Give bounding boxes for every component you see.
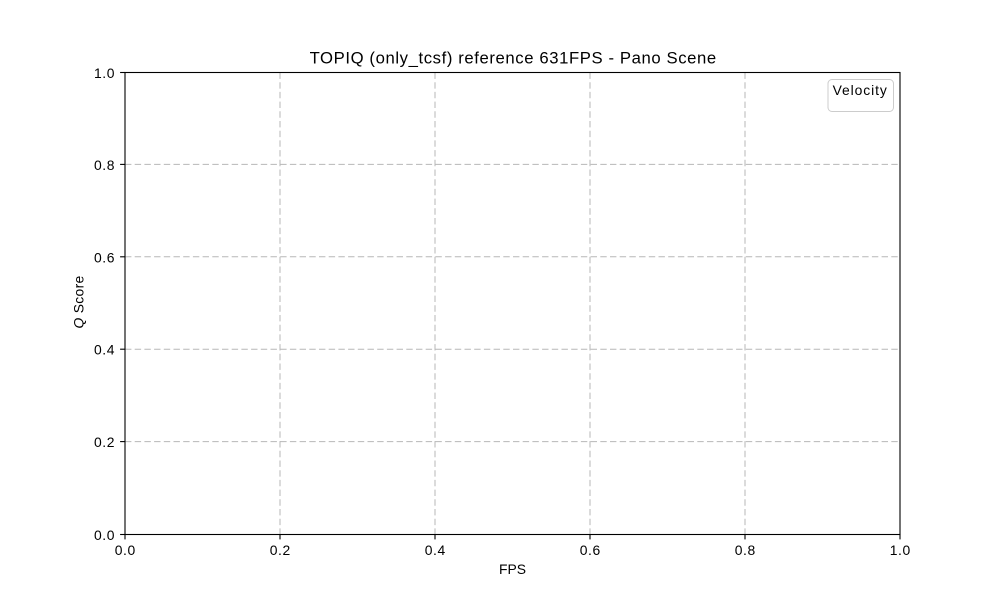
svg-text:1.0: 1.0: [94, 65, 115, 81]
svg-text:0.0: 0.0: [94, 527, 115, 543]
svg-text:0.8: 0.8: [735, 542, 756, 558]
svg-text:0.2: 0.2: [94, 434, 115, 450]
svg-text:0.2: 0.2: [270, 542, 291, 558]
svg-text:0.0: 0.0: [115, 542, 136, 558]
svg-text:Q Score: Q Score: [71, 275, 87, 328]
svg-text:0.6: 0.6: [94, 249, 115, 265]
svg-text:Velocity: Velocity: [833, 82, 888, 98]
svg-text:TOPIQ (only_tcsf) reference 63: TOPIQ (only_tcsf) reference 631FPS - Pan…: [310, 49, 717, 68]
svg-text:0.6: 0.6: [580, 542, 601, 558]
svg-text:0.8: 0.8: [94, 157, 115, 173]
svg-text:0.4: 0.4: [425, 542, 446, 558]
svg-text:1.0: 1.0: [890, 542, 911, 558]
svg-text:FPS: FPS: [499, 561, 526, 577]
svg-text:0.4: 0.4: [94, 342, 115, 358]
